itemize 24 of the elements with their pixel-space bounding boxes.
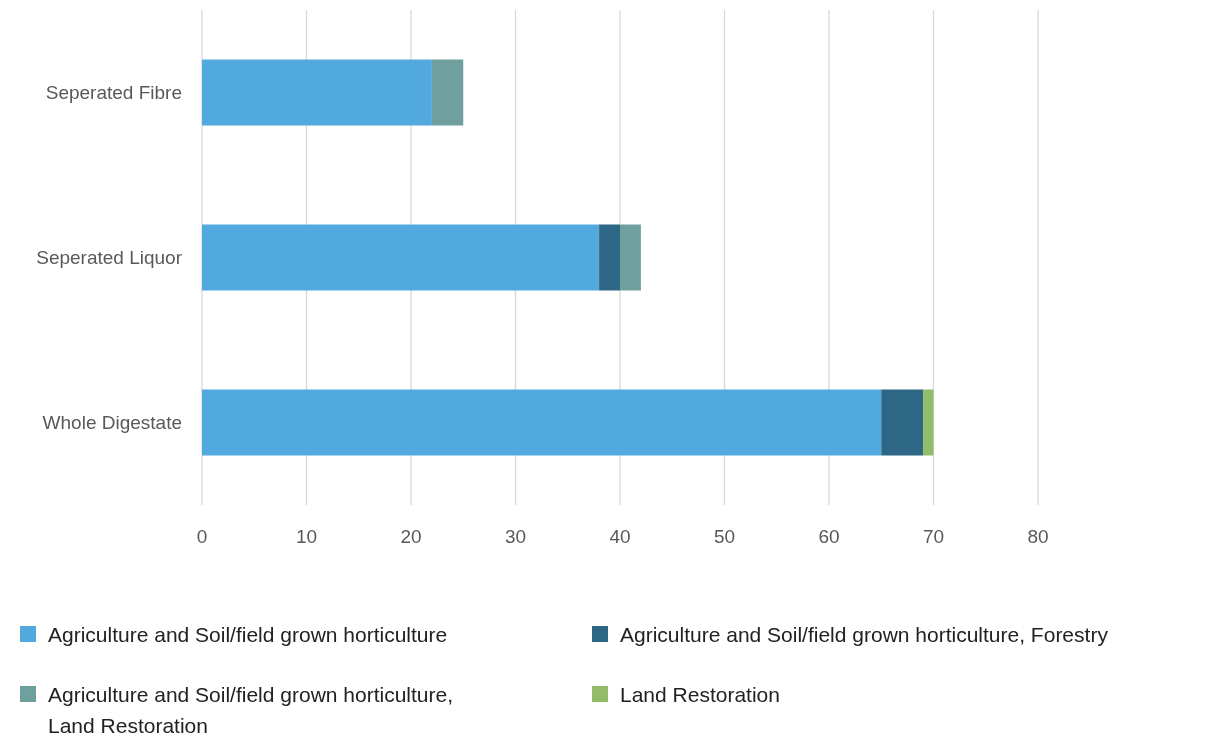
bar xyxy=(202,389,882,456)
bar xyxy=(620,224,641,291)
x-tick-label: 70 xyxy=(922,526,945,547)
x-tick-label: 60 xyxy=(818,526,840,547)
bar xyxy=(431,59,464,126)
legend-label: Land Restoration xyxy=(620,682,780,706)
legend-label: Agriculture and Soil/field grown horticulture, Forestry xyxy=(620,622,1109,646)
bar xyxy=(202,59,432,126)
bar xyxy=(881,389,924,456)
x-tick-label: 10 xyxy=(295,526,318,547)
legend-label: Agriculture and Soil/field grown horticulture, Land Restoration xyxy=(48,682,454,737)
y-tick-label: Seperated Liquor xyxy=(36,247,183,268)
x-tick-label: 40 xyxy=(609,526,631,547)
x-tick-label: 50 xyxy=(713,526,736,547)
bar xyxy=(599,224,620,291)
y-tick-label: Whole Digestate xyxy=(42,412,182,433)
y-tick-label: Seperated Fibre xyxy=(45,82,182,103)
legend-label: Agriculture and Soil/field grown horticulture xyxy=(48,622,448,646)
bar xyxy=(202,224,600,291)
x-tick-label: 20 xyxy=(400,526,422,547)
bar xyxy=(923,389,934,456)
x-tick-label: 80 xyxy=(1027,526,1049,547)
x-tick-label: 0 xyxy=(196,526,208,547)
x-tick-label: 30 xyxy=(504,526,527,547)
